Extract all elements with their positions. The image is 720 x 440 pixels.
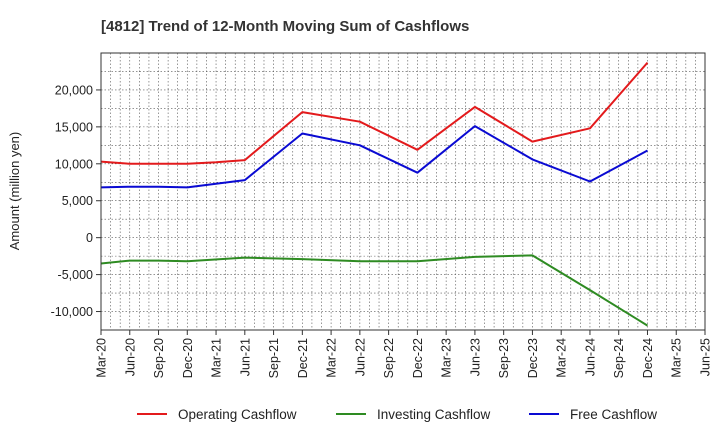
legend: Operating Cashflow Investing Cashflow Free…: [137, 407, 657, 422]
plot-frame: [100, 52, 706, 331]
x-tick-label: Dec-21: [296, 338, 310, 378]
y-tick-label: 10,000: [55, 157, 93, 171]
x-tick-label: Jun-23: [468, 338, 482, 376]
series-line-investing-cashflow: [100, 254, 649, 327]
x-tick-label: Mar-20: [95, 338, 109, 378]
x-tick-label: Jun-20: [123, 338, 137, 376]
x-tick-label: Jun-22: [353, 338, 367, 376]
x-tick-label: Jun-24: [583, 338, 597, 376]
series-lines: [100, 61, 649, 327]
legend-label: Free Cashflow: [570, 407, 657, 422]
x-tick-label: Mar-21: [210, 338, 224, 378]
y-tick-label: -5,000: [58, 268, 93, 282]
legend-label: Operating Cashflow: [178, 407, 297, 422]
x-tick-label: Mar-24: [555, 338, 569, 378]
x-tick-label: Dec-23: [526, 338, 540, 378]
x-tick-label: Sep-23: [497, 338, 511, 378]
y-axis-label: Amount (million yen): [7, 132, 22, 251]
x-tick-label: Sep-24: [612, 338, 626, 378]
y-tick-labels: -10,000 -5,000 0 5,000 10,000 15,000 20,000: [51, 83, 101, 319]
x-tick-label: Sep-21: [267, 338, 281, 378]
y-tick-label: 20,000: [55, 83, 93, 97]
y-tick-label: 5,000: [62, 194, 93, 208]
grid-lines: [100, 52, 706, 331]
x-tick-label: Mar-23: [440, 338, 454, 378]
x-tick-label: Dec-24: [641, 338, 655, 378]
x-tick-label: Dec-22: [411, 338, 425, 378]
y-tick-label: -10,000: [51, 305, 93, 319]
legend-label: Investing Cashflow: [377, 407, 491, 422]
x-tick-label: Dec-20: [181, 338, 195, 378]
x-tick-labels: Mar-20 Jun-20 Sep-20 Dec-20 Mar-21 Jun-21 Sep-…: [95, 330, 713, 378]
x-tick-label: Jun-25: [699, 338, 713, 376]
x-tick-label: Sep-22: [382, 338, 396, 378]
x-tick-label: Sep-20: [152, 338, 166, 378]
y-tick-label: 0: [86, 231, 93, 245]
x-tick-label: Jun-21: [238, 338, 252, 376]
series-line-operating-cashflow: [100, 61, 649, 165]
series-line-free-cashflow: [100, 125, 648, 189]
x-tick-label: Mar-25: [670, 338, 684, 378]
chart-title: [4812] Trend of 12-Month Moving Sum of C…: [101, 18, 469, 35]
y-tick-label: 15,000: [55, 120, 93, 134]
x-tick-label: Mar-22: [325, 338, 339, 378]
